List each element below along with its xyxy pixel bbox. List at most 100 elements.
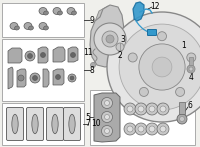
Polygon shape <box>38 47 48 63</box>
Circle shape <box>139 44 185 90</box>
Polygon shape <box>133 2 144 21</box>
Circle shape <box>32 76 38 81</box>
Ellipse shape <box>44 11 48 15</box>
Polygon shape <box>43 69 49 87</box>
Circle shape <box>135 103 147 115</box>
Circle shape <box>104 115 110 120</box>
Circle shape <box>124 103 136 115</box>
Circle shape <box>189 67 193 71</box>
Circle shape <box>128 53 137 62</box>
FancyBboxPatch shape <box>64 107 80 141</box>
Text: 5: 5 <box>86 112 90 122</box>
Circle shape <box>157 103 169 115</box>
Circle shape <box>160 106 166 112</box>
Circle shape <box>127 106 133 112</box>
FancyBboxPatch shape <box>46 107 64 141</box>
Polygon shape <box>17 69 26 87</box>
Polygon shape <box>53 69 64 85</box>
Circle shape <box>127 126 133 132</box>
Text: 10: 10 <box>91 120 101 128</box>
Text: 3: 3 <box>121 35 125 44</box>
Circle shape <box>135 123 147 135</box>
Circle shape <box>102 31 118 47</box>
Circle shape <box>102 97 112 108</box>
Circle shape <box>102 112 112 122</box>
Bar <box>2 3 84 37</box>
Circle shape <box>28 54 32 59</box>
Circle shape <box>180 117 184 122</box>
Text: 11: 11 <box>83 47 93 56</box>
Text: 8: 8 <box>90 66 94 75</box>
Circle shape <box>94 23 126 55</box>
Text: 1: 1 <box>182 41 186 50</box>
Bar <box>2 39 84 101</box>
Circle shape <box>106 35 114 43</box>
Ellipse shape <box>58 11 62 15</box>
Polygon shape <box>93 6 124 63</box>
Circle shape <box>152 57 172 77</box>
Circle shape <box>187 53 196 62</box>
Circle shape <box>176 87 185 96</box>
FancyBboxPatch shape <box>148 30 156 35</box>
Circle shape <box>70 76 74 80</box>
Circle shape <box>160 126 166 132</box>
Bar <box>189 57 193 65</box>
Ellipse shape <box>72 11 76 15</box>
Circle shape <box>146 103 158 115</box>
Polygon shape <box>94 93 120 142</box>
Bar <box>2 103 84 145</box>
Text: 2: 2 <box>118 51 122 60</box>
Circle shape <box>138 126 144 132</box>
Ellipse shape <box>39 7 47 15</box>
Ellipse shape <box>53 7 61 15</box>
Circle shape <box>149 126 155 132</box>
Circle shape <box>158 32 166 41</box>
Circle shape <box>104 101 110 106</box>
Circle shape <box>104 128 110 133</box>
Circle shape <box>116 43 124 51</box>
Circle shape <box>91 62 96 67</box>
Circle shape <box>70 52 76 57</box>
Text: 12: 12 <box>150 1 160 10</box>
Polygon shape <box>8 48 22 63</box>
FancyBboxPatch shape <box>26 107 44 141</box>
Ellipse shape <box>12 114 18 134</box>
Ellipse shape <box>69 114 75 134</box>
Circle shape <box>107 12 200 122</box>
Circle shape <box>25 51 35 61</box>
Circle shape <box>102 126 112 137</box>
Circle shape <box>149 106 155 112</box>
Ellipse shape <box>32 114 38 134</box>
Circle shape <box>187 65 195 73</box>
Circle shape <box>40 52 46 57</box>
Ellipse shape <box>29 26 33 30</box>
Polygon shape <box>68 47 78 62</box>
Text: 7: 7 <box>86 120 90 128</box>
Polygon shape <box>90 5 124 67</box>
Circle shape <box>139 87 148 96</box>
Text: 9: 9 <box>90 15 94 25</box>
Text: 6: 6 <box>188 101 192 110</box>
Ellipse shape <box>44 26 48 30</box>
Ellipse shape <box>67 7 75 15</box>
Circle shape <box>138 106 144 112</box>
Circle shape <box>157 123 169 135</box>
Ellipse shape <box>52 114 58 134</box>
FancyBboxPatch shape <box>6 107 24 141</box>
Polygon shape <box>53 47 65 62</box>
Text: 4: 4 <box>189 72 193 81</box>
Ellipse shape <box>39 22 47 30</box>
Bar <box>179 102 185 114</box>
Ellipse shape <box>10 22 18 30</box>
Circle shape <box>18 75 24 81</box>
Circle shape <box>124 123 136 135</box>
Bar <box>90 90 195 145</box>
Ellipse shape <box>24 22 32 30</box>
Circle shape <box>56 75 60 80</box>
Circle shape <box>119 24 200 110</box>
Polygon shape <box>8 67 13 89</box>
Circle shape <box>30 73 40 83</box>
Ellipse shape <box>15 26 19 30</box>
Circle shape <box>68 74 76 82</box>
Circle shape <box>177 114 187 124</box>
